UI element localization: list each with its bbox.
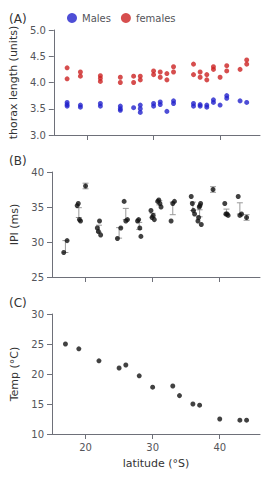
svg-text:Temp (°C): Temp (°C) xyxy=(8,347,21,403)
svg-text:3.5: 3.5 xyxy=(30,103,46,114)
svg-text:30: 30 xyxy=(31,237,44,248)
svg-text:20: 20 xyxy=(79,442,92,453)
svg-text:40: 40 xyxy=(31,167,44,178)
svg-text:(B): (B) xyxy=(9,154,27,168)
svg-text:25: 25 xyxy=(31,339,44,350)
svg-text:(A): (A) xyxy=(9,12,27,26)
svg-text:(C): (C) xyxy=(9,296,27,310)
svg-text:15: 15 xyxy=(31,399,44,410)
svg-text:30: 30 xyxy=(146,442,159,453)
svg-text:20: 20 xyxy=(31,369,44,380)
svg-text:4.0: 4.0 xyxy=(30,77,46,88)
svg-text:thorax length (units): thorax length (units) xyxy=(7,26,20,139)
svg-text:25: 25 xyxy=(31,272,44,283)
svg-text:females: females xyxy=(136,13,176,24)
svg-text:5.0: 5.0 xyxy=(30,25,46,36)
svg-text:10: 10 xyxy=(31,429,44,440)
svg-text:latitude (°S): latitude (°S) xyxy=(123,457,190,470)
svg-text:35: 35 xyxy=(31,202,44,213)
svg-text:IPI (ms): IPI (ms) xyxy=(8,204,21,246)
svg-text:4.5: 4.5 xyxy=(30,51,46,62)
svg-text:3.0: 3.0 xyxy=(30,130,46,141)
svg-text:Males: Males xyxy=(82,13,111,24)
svg-text:40: 40 xyxy=(213,442,226,453)
svg-text:30: 30 xyxy=(31,309,44,320)
